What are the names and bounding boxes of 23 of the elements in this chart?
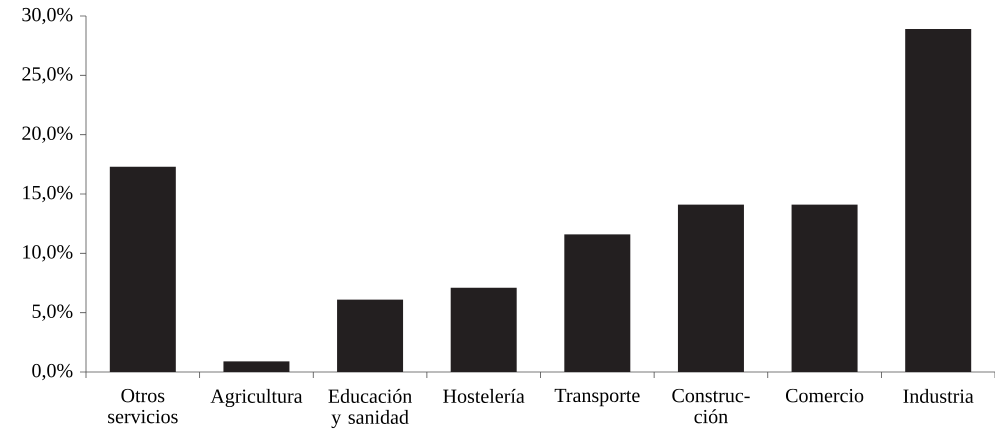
y-tick-label: 0,0%: [32, 364, 72, 380]
bar: [110, 166, 176, 372]
y-tick-label: 20,0%: [22, 126, 72, 143]
x-tick-label: Educación y sanidad: [328, 388, 412, 428]
x-tick-label: Construc-ción: [672, 388, 750, 424]
x-tick-label: Agricultura: [210, 388, 302, 408]
x-tick-label: Comercio: [786, 388, 864, 402]
bar: [223, 361, 290, 372]
y-tick-label: 5,0%: [32, 304, 72, 321]
y-tick-label: 25,0%: [22, 67, 72, 84]
x-tick-label: Transporte: [554, 388, 640, 406]
x-tick-label: Otros servicios: [108, 388, 178, 424]
bar: [678, 204, 744, 372]
bar: [792, 204, 858, 372]
bar: [337, 300, 404, 372]
bar: [905, 29, 972, 372]
bar: [564, 234, 630, 372]
x-tick-label: Industria: [903, 388, 974, 403]
y-tick-label: 30,0%: [22, 8, 72, 24]
x-tick-label: Hostelería: [443, 388, 525, 403]
bar: [450, 288, 517, 372]
y-tick-label: 15,0%: [23, 186, 72, 202]
y-tick-label: 10,0%: [23, 245, 72, 262]
